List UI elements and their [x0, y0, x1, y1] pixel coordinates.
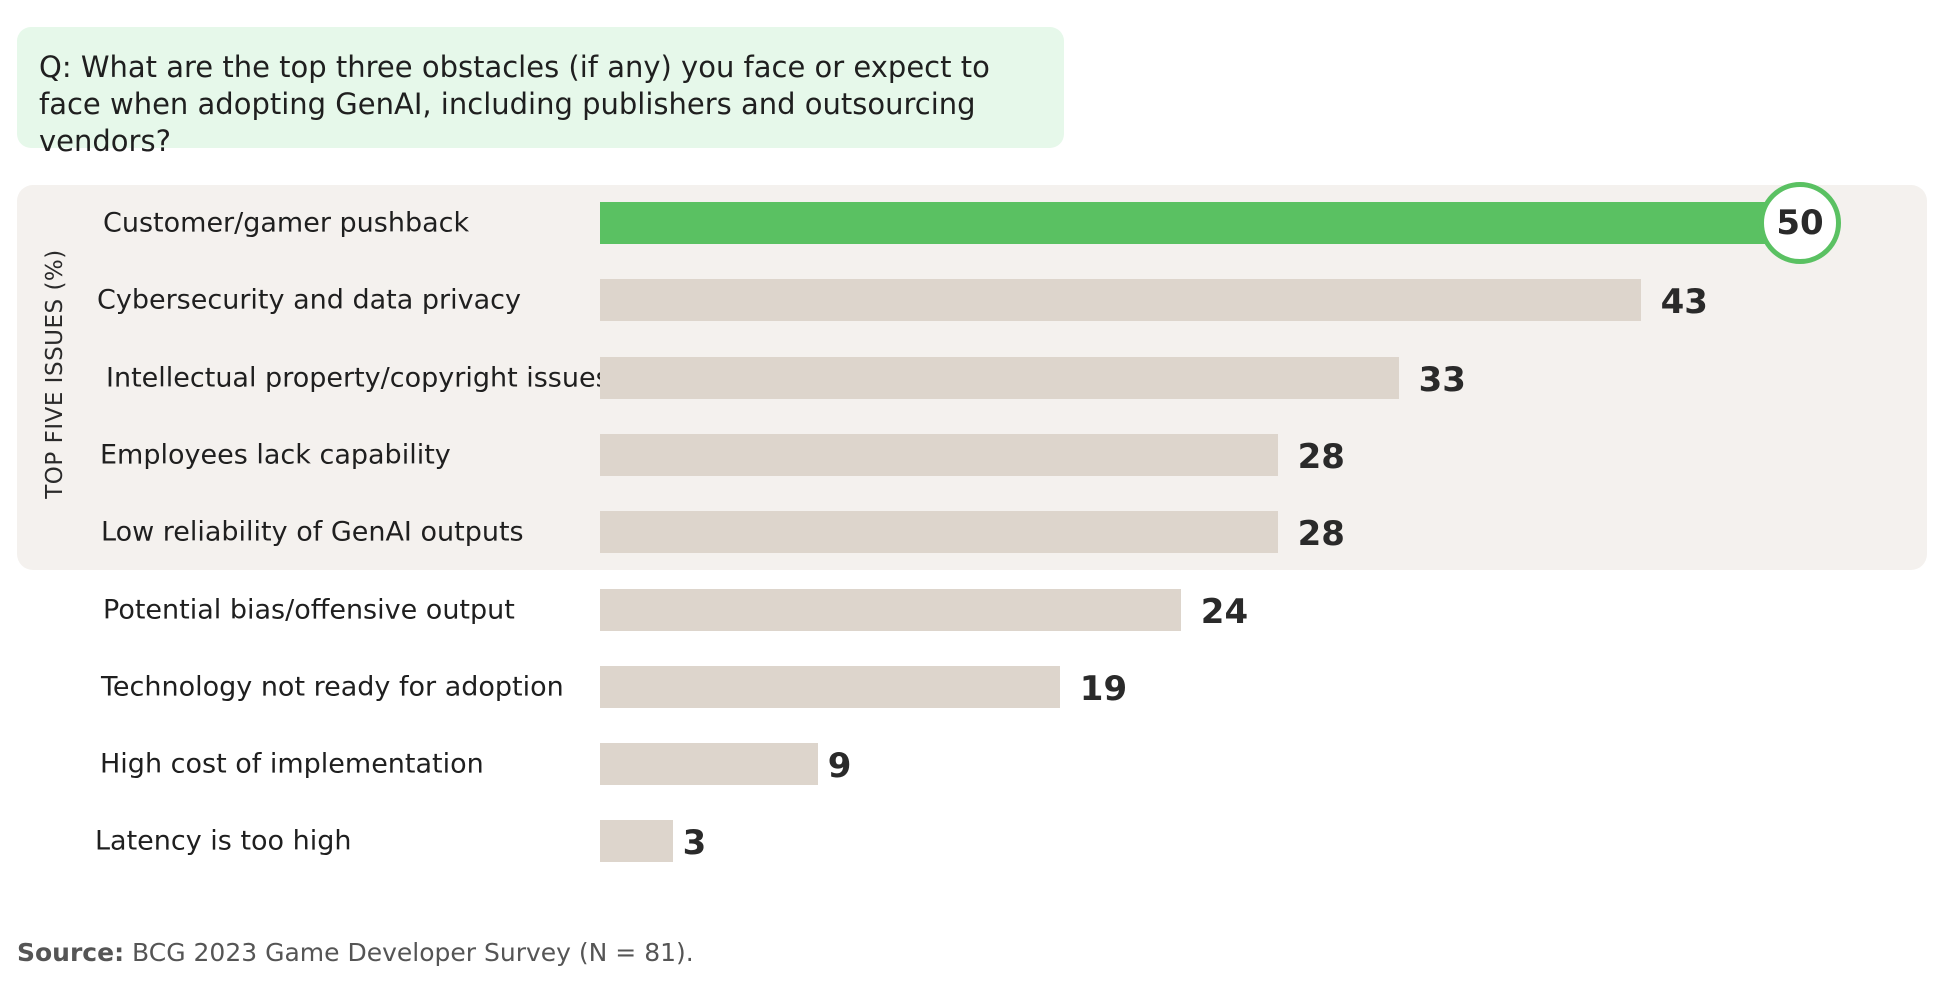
value-label: 24	[1200, 591, 1249, 632]
category-label: High cost of implementation	[100, 748, 484, 780]
source-text: BCG 2023 Game Developer Survey (N = 81).	[124, 938, 694, 967]
category-label: Employees lack capability	[100, 439, 451, 471]
value-label: 9	[827, 746, 852, 787]
bar	[600, 356, 1399, 399]
bar	[600, 820, 673, 863]
value-label: 43	[1660, 282, 1708, 323]
value-label: 28	[1297, 514, 1345, 555]
question-box: Q: What are the top three obstacles (if …	[17, 27, 1064, 158]
category-label: Latency is too high	[95, 825, 352, 857]
category-label: Potential bias/offensive output	[103, 594, 515, 625]
top-five-group-label: TOP FIVE ISSUES (%)	[42, 249, 68, 499]
bar	[600, 279, 1641, 322]
category-label: Low reliability of GenAI outputs	[101, 516, 524, 548]
source-label: Source:	[17, 938, 125, 967]
bar	[600, 588, 1181, 631]
category-label: Intellectual property/copyright issues	[106, 362, 610, 394]
value-label: 33	[1418, 359, 1466, 400]
value-label: 3	[682, 823, 707, 864]
bar	[600, 743, 818, 786]
bar	[600, 202, 1810, 244]
bar	[600, 511, 1278, 554]
value-label: 19	[1079, 668, 1128, 709]
source-note: Source: BCG 2023 Game Developer Survey (…	[17, 938, 694, 967]
category-label: Customer/gamer pushback	[103, 207, 470, 239]
category-label: Cybersecurity and data privacy	[97, 284, 521, 316]
question-text: Q: What are the top three obstacles (if …	[39, 50, 990, 158]
value-label-highlight: 50	[1759, 182, 1841, 264]
value-label: 28	[1297, 436, 1345, 477]
category-label: Technology not ready for adoption	[101, 671, 564, 703]
bar	[600, 433, 1278, 476]
bar	[600, 665, 1060, 708]
